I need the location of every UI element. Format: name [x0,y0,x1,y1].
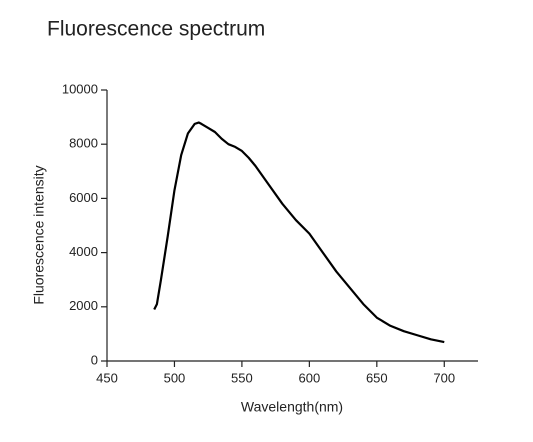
y-tick-label: 10000 [62,81,98,96]
x-tick-label: 500 [164,370,186,385]
x-tick-label: 450 [96,370,118,385]
x-axis-label: Wavelength(nm) [241,399,343,415]
y-tick-label: 4000 [69,244,98,259]
chart-title: Fluorescence spectrum [47,18,265,41]
y-tick-label: 0 [91,352,98,367]
y-tick-label: 6000 [69,190,98,205]
y-tick-label: 8000 [69,136,98,151]
x-tick-label: 650 [366,370,388,385]
x-tick-label: 600 [299,370,321,385]
x-tick-label: 550 [231,370,253,385]
y-tick-label: 2000 [69,298,98,313]
data-line [153,121,445,344]
x-tick-label: 700 [433,370,455,385]
y-axis-label: Fluorescence intensity [31,165,47,304]
